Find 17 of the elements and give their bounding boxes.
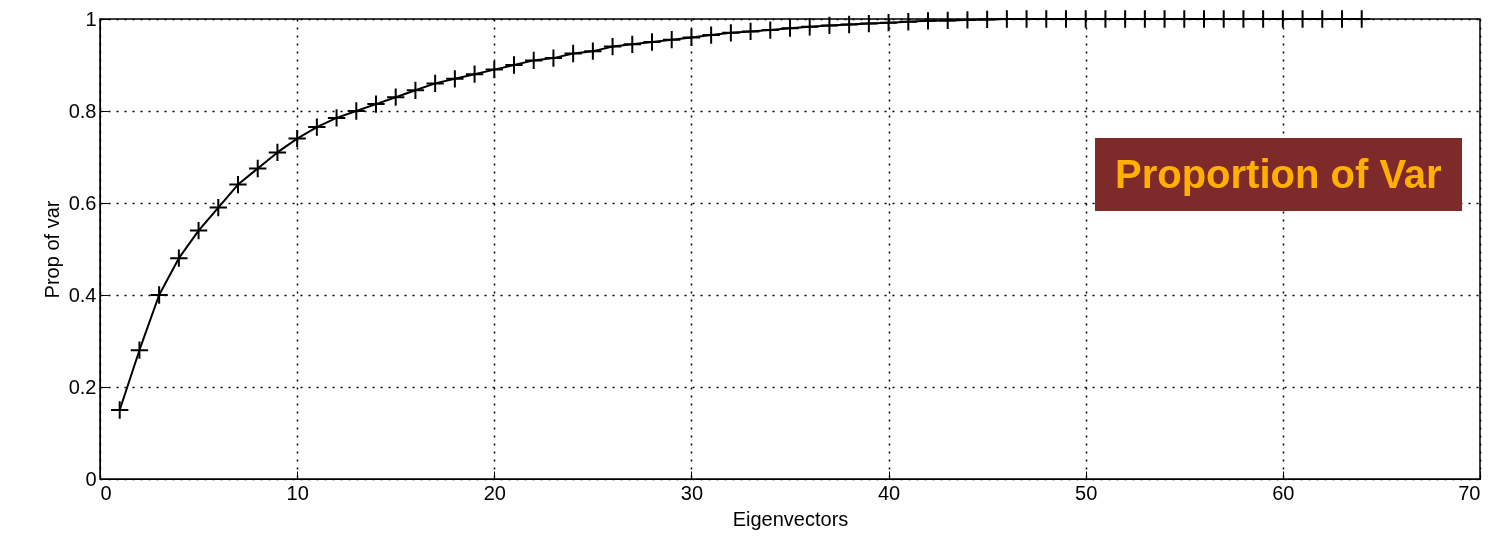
x-tick-label: 70: [1458, 481, 1481, 504]
y-tick-label: 0.2: [68, 375, 97, 398]
y-tick-label: 0: [85, 467, 97, 490]
y-tick-label: 0.4: [68, 283, 97, 306]
x-tick-label: 30: [680, 481, 704, 504]
y-axis-title: Prop of var: [40, 200, 63, 299]
x-tick-label: 60: [1272, 481, 1295, 504]
annotation: Proportion of Var: [1095, 138, 1462, 211]
x-tick-label: 20: [483, 481, 506, 504]
y-tick-label: 0.8: [68, 99, 97, 122]
y-tick-label: 1: [85, 7, 97, 30]
x-tick-label: 40: [877, 481, 901, 504]
x-tick-label: 0: [100, 481, 112, 504]
x-axis-title: Eigenvectors: [732, 507, 849, 530]
y-tick-label: 0.6: [68, 191, 97, 214]
x-tick-label: 10: [286, 481, 309, 504]
x-tick-label: 50: [1075, 481, 1098, 504]
